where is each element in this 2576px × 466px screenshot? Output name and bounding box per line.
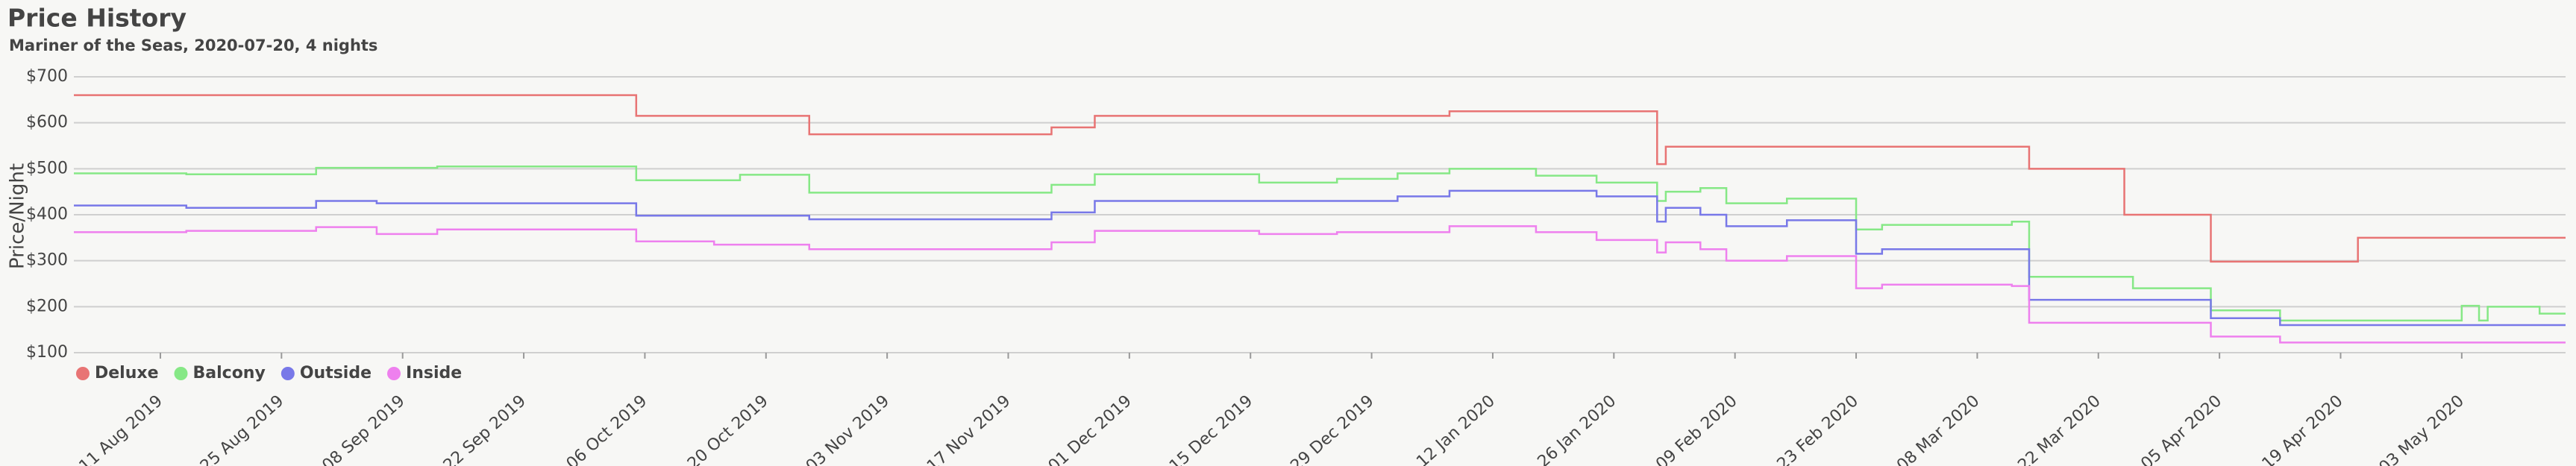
legend-label: Inside [406,364,462,382]
x-tick-label: 12 Jan 2020 [1413,391,1499,466]
y-tick-label: $200 [26,297,68,315]
chart-subtitle: Mariner of the Seas, 2020-07-20, 4 night… [9,37,377,54]
x-tick-label: 22 Sep 2019 [440,391,530,466]
price-line [74,94,2566,263]
y-tick-label: $300 [26,251,68,270]
legend-label: Deluxe [95,364,159,382]
legend-swatch [281,367,295,380]
x-tick-label: 29 Dec 2019 [1287,391,1377,466]
x-tick-label: 23 Feb 2020 [1774,391,1862,466]
x-tick-label: 25 Aug 2019 [197,391,287,466]
y-axis-label: Price/Night [7,163,29,269]
legend-label: Balcony [193,364,266,382]
x-tick-label: 15 Dec 2019 [1166,391,1256,466]
x-tick-label: 05 Apr 2020 [2137,391,2225,466]
x-tick-label: 26 Jan 2020 [1535,391,1620,466]
x-tick-label: 08 Sep 2019 [319,391,408,466]
legend-swatch [174,367,188,380]
legend-swatch [387,367,401,380]
x-tick-label: 06 Oct 2019 [563,391,651,466]
price-line [74,189,2566,327]
legend-label: Outside [300,364,372,382]
y-tick-label: $600 [26,113,68,132]
x-tick-label: 22 Mar 2020 [2014,391,2104,466]
y-tick-label: $400 [26,205,68,224]
x-tick-label: 03 Nov 2019 [803,391,893,466]
x-tick-label: 09 Feb 2020 [1652,391,1740,466]
x-tick-label: 20 Oct 2019 [684,391,772,466]
price-line [74,166,2566,322]
x-tick-label: 08 Mar 2020 [1893,391,1983,466]
x-tick-label: 17 Nov 2019 [924,391,1014,466]
x-tick-label: 11 Aug 2019 [76,391,166,466]
y-tick-label: $100 [26,343,68,362]
y-tick-label: $700 [26,67,68,86]
y-tick-label: $500 [26,159,68,177]
x-tick-label: 01 Dec 2019 [1045,391,1135,466]
x-tick-label: 03 May 2020 [2376,391,2468,466]
x-tick-label: 19 Apr 2020 [2259,391,2347,466]
price-line [74,225,2566,344]
legend-swatch [76,367,90,380]
chart-title: Price History [7,4,187,33]
